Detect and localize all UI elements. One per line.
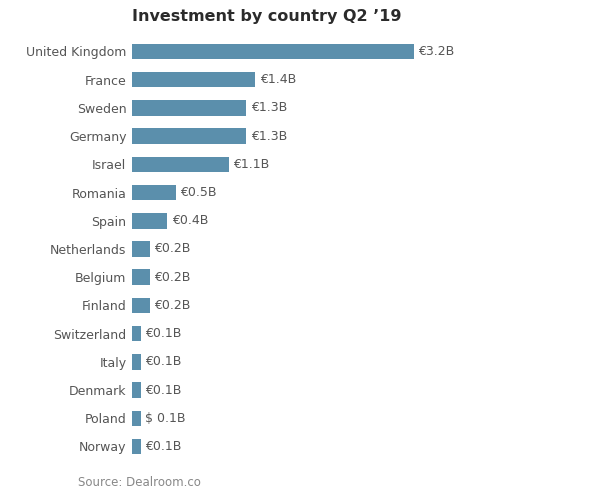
Text: €1.1B: €1.1B (233, 158, 269, 171)
Text: €3.2B: €3.2B (418, 45, 454, 58)
Bar (132, 185, 176, 200)
Bar (132, 354, 141, 370)
Bar (132, 157, 229, 172)
Text: $ 0.1B: $ 0.1B (145, 412, 186, 425)
Bar (132, 72, 255, 87)
Bar (132, 44, 413, 59)
Bar (132, 382, 141, 398)
Text: €0.4B: €0.4B (172, 214, 208, 227)
Text: €1.4B: €1.4B (260, 73, 296, 86)
Text: Investment by country Q2 ’19: Investment by country Q2 ’19 (132, 8, 401, 24)
Bar (132, 326, 141, 341)
Text: €1.3B: €1.3B (251, 130, 287, 142)
Text: Source: Dealroom.co: Source: Dealroom.co (78, 476, 201, 489)
Text: €0.1B: €0.1B (145, 355, 182, 368)
Bar (132, 241, 149, 257)
Bar (132, 439, 141, 454)
Text: €0.5B: €0.5B (181, 186, 217, 199)
Text: €0.1B: €0.1B (145, 440, 182, 453)
Text: €0.2B: €0.2B (154, 271, 190, 283)
Text: €0.2B: €0.2B (154, 299, 190, 312)
Bar (132, 213, 167, 229)
Text: €0.1B: €0.1B (145, 327, 182, 340)
Text: €1.3B: €1.3B (251, 102, 287, 114)
Text: €0.1B: €0.1B (145, 384, 182, 396)
Bar (132, 100, 247, 116)
Bar (132, 269, 149, 285)
Bar (132, 298, 149, 313)
Text: €0.2B: €0.2B (154, 243, 190, 255)
Bar (132, 411, 141, 426)
Bar (132, 128, 247, 144)
